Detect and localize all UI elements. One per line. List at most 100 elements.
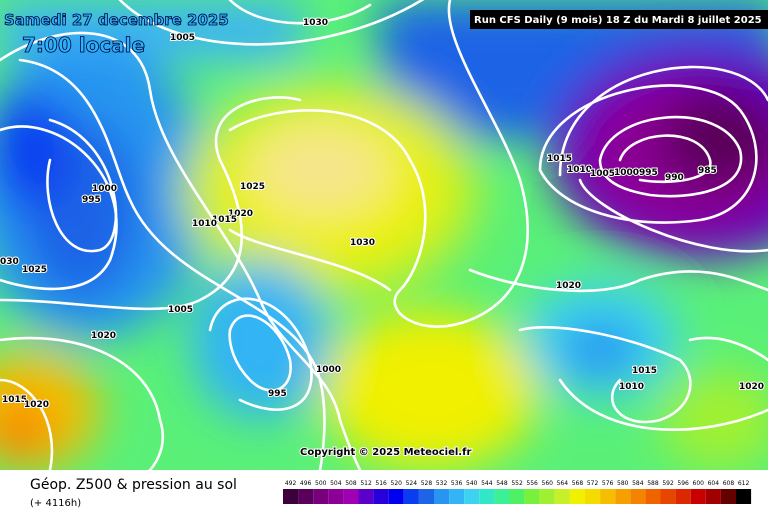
legend-label: 516 [375,480,387,487]
legend-swatch [615,489,631,504]
run-box [470,10,768,29]
legend-label: 576 [602,480,614,487]
isobar-label: 1020 [556,281,581,291]
legend-label: 544 [481,480,493,487]
legend-swatch [554,489,570,504]
isobars [0,0,768,470]
footer-subtitle: (+ 4116h) [30,498,81,509]
isobar-label: 1020 [24,400,49,410]
legend-label: 512 [360,480,372,487]
legend-swatch [645,489,661,504]
copyright: Copyright © 2025 Meteociel.fr [300,447,471,458]
isobar-label: 1005 [590,169,615,179]
legend-label: 564 [557,480,569,487]
legend-label: 572 [587,480,599,487]
isobar-label: 1005 [170,33,195,43]
legend-label: 508 [345,480,357,487]
legend-swatch [313,489,329,504]
isobar-label: 1010 [619,382,644,392]
isobar-label: 990 [665,173,684,183]
isobar-label: 1015 [2,395,27,405]
legend-label: 532 [436,480,448,487]
legend-label: 496 [300,480,312,487]
legend-label: 548 [496,480,508,487]
isobar-label: 1010 [567,165,592,175]
isobar-label: 1000 [92,184,117,194]
isobar-label: 995 [639,168,658,178]
isobar-label: 1025 [240,182,265,192]
legend-label: 552 [511,480,523,487]
legend-label: 540 [466,480,478,487]
legend-swatch [720,489,736,504]
isobar-label: 1015 [632,366,657,376]
legend-swatch [418,489,434,504]
legend-label: 588 [647,480,659,487]
legend-label: 612 [738,480,750,487]
isobar-label: 995 [82,195,101,205]
isobar-label: 1025 [22,265,47,275]
isobar-label: 1030 [303,18,328,28]
isobar-label: 1020 [228,209,253,219]
legend-label: 560 [542,480,554,487]
legend-label: 524 [406,480,418,487]
legend-label: 492 [285,480,297,487]
legend-label: 556 [526,480,538,487]
isobar-label: 985 [698,166,717,176]
legend-swatch [569,489,585,504]
legend-swatch [403,489,419,504]
isobar-label: 1015 [212,215,237,225]
isobar-label: 995 [268,389,287,399]
footer-title: Géop. Z500 & pression au sol [30,477,237,493]
legend-label: 584 [632,480,644,487]
isobar-label: 1015 [547,154,572,164]
legend-swatch [494,489,510,504]
legend-label: 592 [662,480,674,487]
isobar-label: 1000 [316,365,341,375]
legend-swatch [358,489,374,504]
isobar-label: 1010 [192,219,217,229]
field [0,0,768,470]
legend-label: 604 [708,480,720,487]
legend-swatch [434,489,450,504]
legend-swatch [373,489,389,504]
legend-label: 580 [617,480,629,487]
legend-label: 608 [723,480,735,487]
legend-swatch [524,489,540,504]
legend-label: 500 [315,480,327,487]
legend-label: 520 [391,480,403,487]
legend-swatch [539,489,555,504]
legend-swatch [660,489,676,504]
legend-swatch [585,489,601,504]
legend-swatch [600,489,616,504]
time: 7:00 locale [22,33,145,57]
date: Samedi 27 decembre 2025 [4,11,229,29]
legend-label: 504 [330,480,342,487]
legend-swatch [736,489,752,504]
isobar-label: 1030 [350,238,375,248]
legend-swatch [464,489,480,504]
legend-swatch [328,489,344,504]
legend-label: 568 [572,480,584,487]
isobar-label: 030 [0,257,19,267]
legend-label: 596 [677,480,689,487]
isobar-label: 1000 [614,168,639,178]
legend-swatch [690,489,706,504]
run-info: Run CFS Daily (9 mois) 18 Z du Mardi 8 j… [474,15,762,26]
isobar-label: 1020 [739,382,764,392]
legend-swatch [630,489,646,504]
legend-swatch [675,489,691,504]
legend-swatch [449,489,465,504]
legend-swatch [479,489,495,504]
legend-label: 528 [421,480,433,487]
legend-swatch [343,489,359,504]
legend-swatch [509,489,525,504]
legend-swatch [388,489,404,504]
legend-swatch [705,489,721,504]
isobar-label: 1005 [168,305,193,315]
legend-label: 600 [693,480,705,487]
isobar-label: 1020 [91,331,116,341]
legend-swatch [298,489,314,504]
legend-swatch [283,489,299,504]
legend-label: 536 [451,480,463,487]
